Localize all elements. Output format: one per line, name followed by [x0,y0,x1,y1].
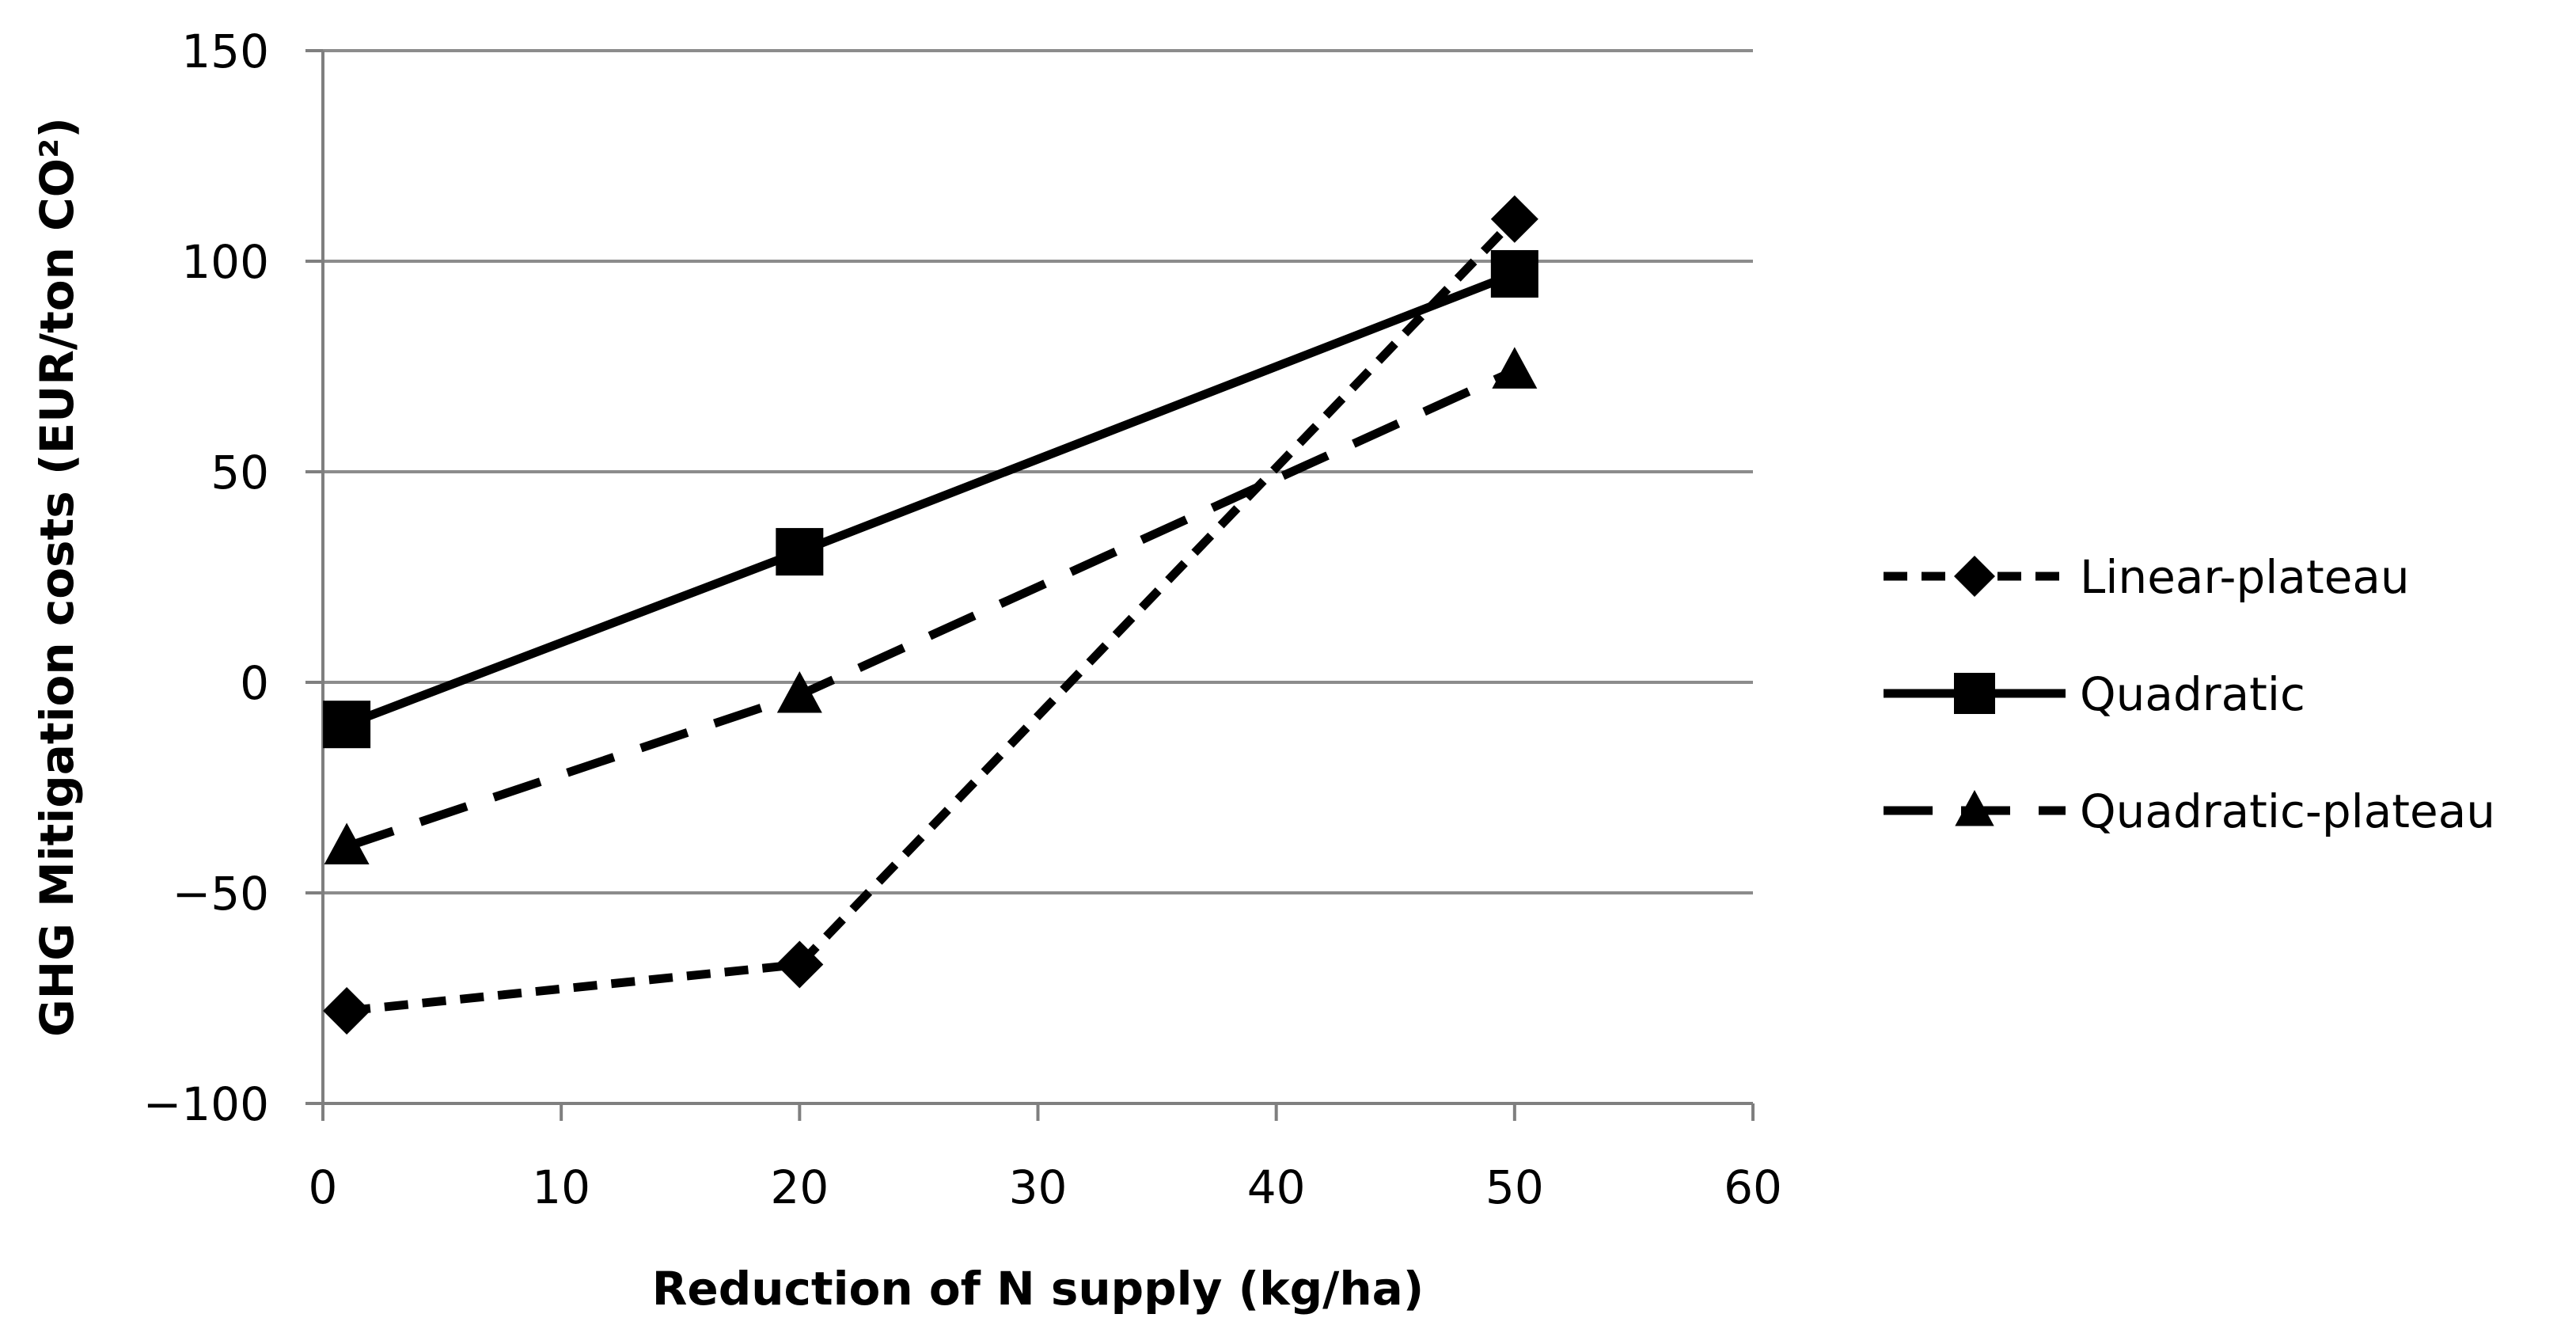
legend-marker-quadratic [1954,673,1995,714]
x-tick-label: 20 [770,1160,829,1214]
series-line-quadratic-plateau [345,366,1517,851]
point-linear-plateau [1490,195,1538,243]
x-tick-label: 40 [1247,1160,1306,1214]
legend-label-quadratic: Quadratic [2080,667,2305,721]
y-tick-label: −100 [143,1077,269,1131]
x-tick-label: 30 [1009,1160,1068,1214]
point-quadratic-plateau [324,822,370,864]
y-tick-label: 50 [211,446,269,499]
point-linear-plateau [323,986,371,1035]
y-tick-label: −50 [173,867,269,921]
legend-marker-linear-plateau [1954,556,1995,597]
x-axis-title: Reduction of N supply (kg/ha) [652,1262,1425,1316]
x-tick-label: 10 [532,1160,590,1214]
x-tick-label: 0 [309,1160,338,1214]
series [323,195,1538,1035]
point-quadratic-plateau [776,670,822,713]
gridlines [323,49,1753,894]
y-axis-title: GHG Mitigation costs (EUR/ton CO²) [30,117,84,1037]
series-line-quadratic [345,269,1516,729]
y-tick-label: 0 [240,656,269,710]
x-tick-label: 50 [1485,1160,1544,1214]
point-quadratic [1490,249,1538,298]
point-linear-plateau [776,940,824,989]
x-tick-label: 60 [1724,1160,1782,1214]
point-quadratic-plateau [1492,347,1538,389]
y-tick-label: 100 [181,235,269,289]
point-quadratic [323,701,371,749]
y-tick-label: 150 [181,25,269,78]
point-quadratic [776,528,824,576]
legend-label-linear-plateau: Linear-plateau [2080,550,2410,604]
legend: Linear-plateau Quadratic Quadratic-plateau [1884,550,2495,838]
axes: −100 −50 0 50 100 150 0 10 20 30 40 50 60 [143,25,1782,1214]
series-line-linear-plateau [346,215,1518,1016]
legend-marker-quadratic-plateau [1955,790,1994,826]
legend-label-quadratic-plateau: Quadratic-plateau [2080,784,2495,838]
